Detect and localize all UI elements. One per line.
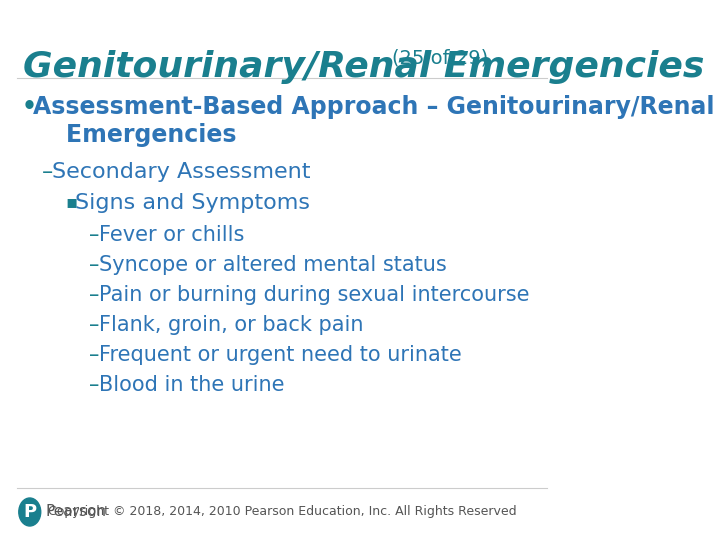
Text: –: – xyxy=(89,315,99,335)
Text: (25 of 29): (25 of 29) xyxy=(392,48,488,67)
Text: Pearson: Pearson xyxy=(45,504,107,519)
Text: –: – xyxy=(89,375,99,395)
Text: •: • xyxy=(22,95,37,119)
Text: –: – xyxy=(89,345,99,365)
Text: –: – xyxy=(89,225,99,245)
Text: Flank, groin, or back pain: Flank, groin, or back pain xyxy=(99,315,363,335)
Text: –: – xyxy=(89,255,99,275)
Circle shape xyxy=(19,498,41,526)
Text: ▪: ▪ xyxy=(65,193,77,211)
Text: –: – xyxy=(42,162,53,182)
Text: Syncope or altered mental status: Syncope or altered mental status xyxy=(99,255,446,275)
Text: Signs and Symptoms: Signs and Symptoms xyxy=(75,193,310,213)
Text: Pain or burning during sexual intercourse: Pain or burning during sexual intercours… xyxy=(99,285,529,305)
Text: Genitourinary/Renal Emergencies: Genitourinary/Renal Emergencies xyxy=(24,50,705,84)
Text: Assessment-Based Approach – Genitourinary/Renal
    Emergencies: Assessment-Based Approach – Genitourinar… xyxy=(33,95,714,147)
Text: Secondary Assessment: Secondary Assessment xyxy=(52,162,310,182)
Text: P: P xyxy=(23,503,36,521)
Text: Copyright © 2018, 2014, 2010 Pearson Education, Inc. All Rights Reserved: Copyright © 2018, 2014, 2010 Pearson Edu… xyxy=(48,505,516,518)
Text: Fever or chills: Fever or chills xyxy=(99,225,244,245)
Text: Blood in the urine: Blood in the urine xyxy=(99,375,284,395)
Text: Frequent or urgent need to urinate: Frequent or urgent need to urinate xyxy=(99,345,462,365)
Text: –: – xyxy=(89,285,99,305)
